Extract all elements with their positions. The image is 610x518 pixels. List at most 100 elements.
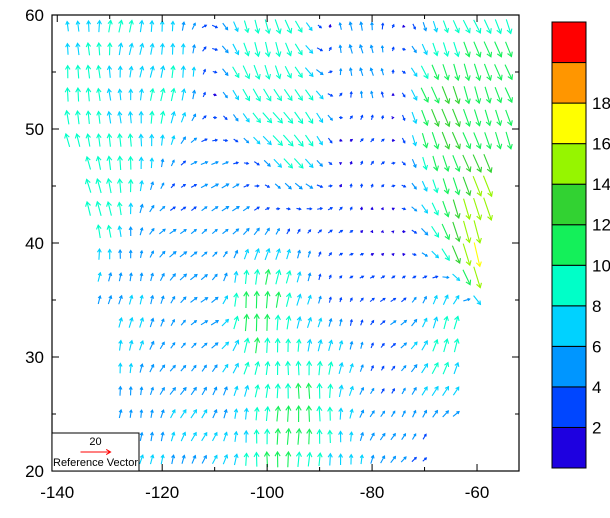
colorbar-label: 14 — [592, 175, 610, 194]
vector-arrow — [149, 42, 155, 55]
vector-arrow — [65, 20, 70, 32]
vector-arrow — [359, 67, 364, 77]
vector-arrow — [233, 292, 239, 307]
vector-arrow — [359, 409, 365, 418]
vector-arrow — [170, 42, 176, 55]
vector-arrow — [349, 206, 353, 211]
vector-arrow — [170, 183, 176, 189]
vector-arrow — [180, 228, 187, 235]
vector-arrow — [306, 316, 313, 328]
vector-arrow — [96, 19, 102, 33]
vector-arrow — [484, 132, 492, 150]
vector-arrow — [149, 227, 155, 235]
vector-arrow — [128, 19, 134, 33]
vector-arrow — [401, 410, 406, 418]
vector-arrow — [253, 227, 260, 236]
vector-arrow — [483, 63, 492, 82]
vector-arrow — [483, 19, 492, 35]
vector-arrow — [369, 410, 375, 418]
vector-arrow — [412, 409, 417, 418]
vector-arrow — [264, 313, 271, 331]
vector-arrow — [170, 295, 176, 304]
vector-arrow — [243, 313, 250, 332]
vector-arrow — [410, 341, 418, 350]
vector-arrow — [328, 23, 332, 28]
vector-arrow — [380, 342, 385, 348]
vector-arrow — [380, 455, 386, 464]
vector-arrow — [212, 138, 219, 142]
vector-arrow — [275, 227, 280, 235]
vector-arrow — [401, 137, 406, 144]
vector-arrow — [431, 225, 440, 238]
vector-arrow — [295, 382, 302, 399]
vector-arrow — [243, 269, 250, 285]
vector-arrow — [421, 362, 429, 374]
vector-arrow — [118, 42, 124, 56]
vector-arrow — [118, 362, 123, 374]
vector-arrow — [463, 41, 471, 58]
vector-arrow — [359, 297, 364, 303]
vector-arrow — [85, 200, 91, 216]
vector-arrow — [317, 317, 323, 328]
vector-arrow — [149, 386, 155, 395]
vector-arrow — [139, 317, 145, 328]
vector-arrow — [138, 156, 144, 169]
vector-arrow — [327, 452, 333, 466]
vector-arrow — [390, 320, 397, 326]
vector-arrow — [212, 431, 218, 442]
vector-arrow — [349, 183, 353, 188]
vector-arrow — [391, 365, 396, 371]
vector-arrow — [285, 427, 292, 445]
vector-arrow — [369, 275, 375, 279]
vector-arrow — [265, 207, 271, 211]
vector-arrow — [304, 67, 314, 78]
vector-arrow — [181, 88, 187, 101]
vector-arrow — [149, 250, 155, 258]
vector-arrow — [243, 429, 249, 443]
vector-arrow — [297, 249, 301, 259]
vector-arrow — [243, 184, 250, 188]
vector-arrow — [441, 131, 451, 150]
vector-arrow — [190, 137, 198, 143]
vector-arrow — [411, 45, 417, 54]
vector-arrow — [223, 272, 228, 282]
vector-arrow — [318, 251, 322, 257]
vector-arrow — [274, 314, 281, 331]
vector-arrow — [180, 111, 187, 123]
vector-arrow — [316, 47, 324, 52]
vector-arrow — [202, 68, 207, 75]
vector-arrow — [307, 294, 312, 305]
vector-arrow — [139, 339, 145, 351]
vector-arrow — [84, 178, 92, 193]
vector-arrow — [441, 108, 451, 128]
vector-arrow — [275, 207, 281, 211]
vector-arrow — [483, 41, 493, 58]
vector-arrow — [200, 320, 209, 326]
vector-arrow — [390, 342, 397, 348]
vector-arrow — [211, 342, 219, 349]
vector-arrow — [463, 86, 471, 105]
vector-arrow — [370, 253, 375, 256]
vector-arrow — [243, 361, 250, 375]
vector-arrow — [253, 136, 261, 145]
vector-arrow — [149, 340, 155, 350]
vector-arrow — [138, 133, 144, 147]
vector-arrow — [316, 405, 323, 422]
vector-arrow — [106, 177, 113, 194]
vector-arrow — [128, 339, 134, 351]
vector-arrow — [95, 155, 102, 170]
vector-arrow — [118, 294, 123, 305]
vector-arrow — [264, 41, 271, 58]
colorbar-label: 2 — [592, 418, 601, 437]
vector-arrow — [338, 229, 344, 234]
vector-arrow — [129, 409, 133, 418]
colorbar-label: 16 — [592, 135, 610, 154]
vector-arrow — [222, 295, 229, 305]
vector-arrow — [391, 161, 396, 165]
vector-arrow — [264, 184, 271, 188]
vector-arrow — [286, 228, 291, 235]
vector-arrow — [473, 132, 482, 150]
vector-arrow — [327, 114, 333, 121]
vector-arrow — [472, 154, 483, 173]
vector-arrow — [494, 19, 503, 35]
